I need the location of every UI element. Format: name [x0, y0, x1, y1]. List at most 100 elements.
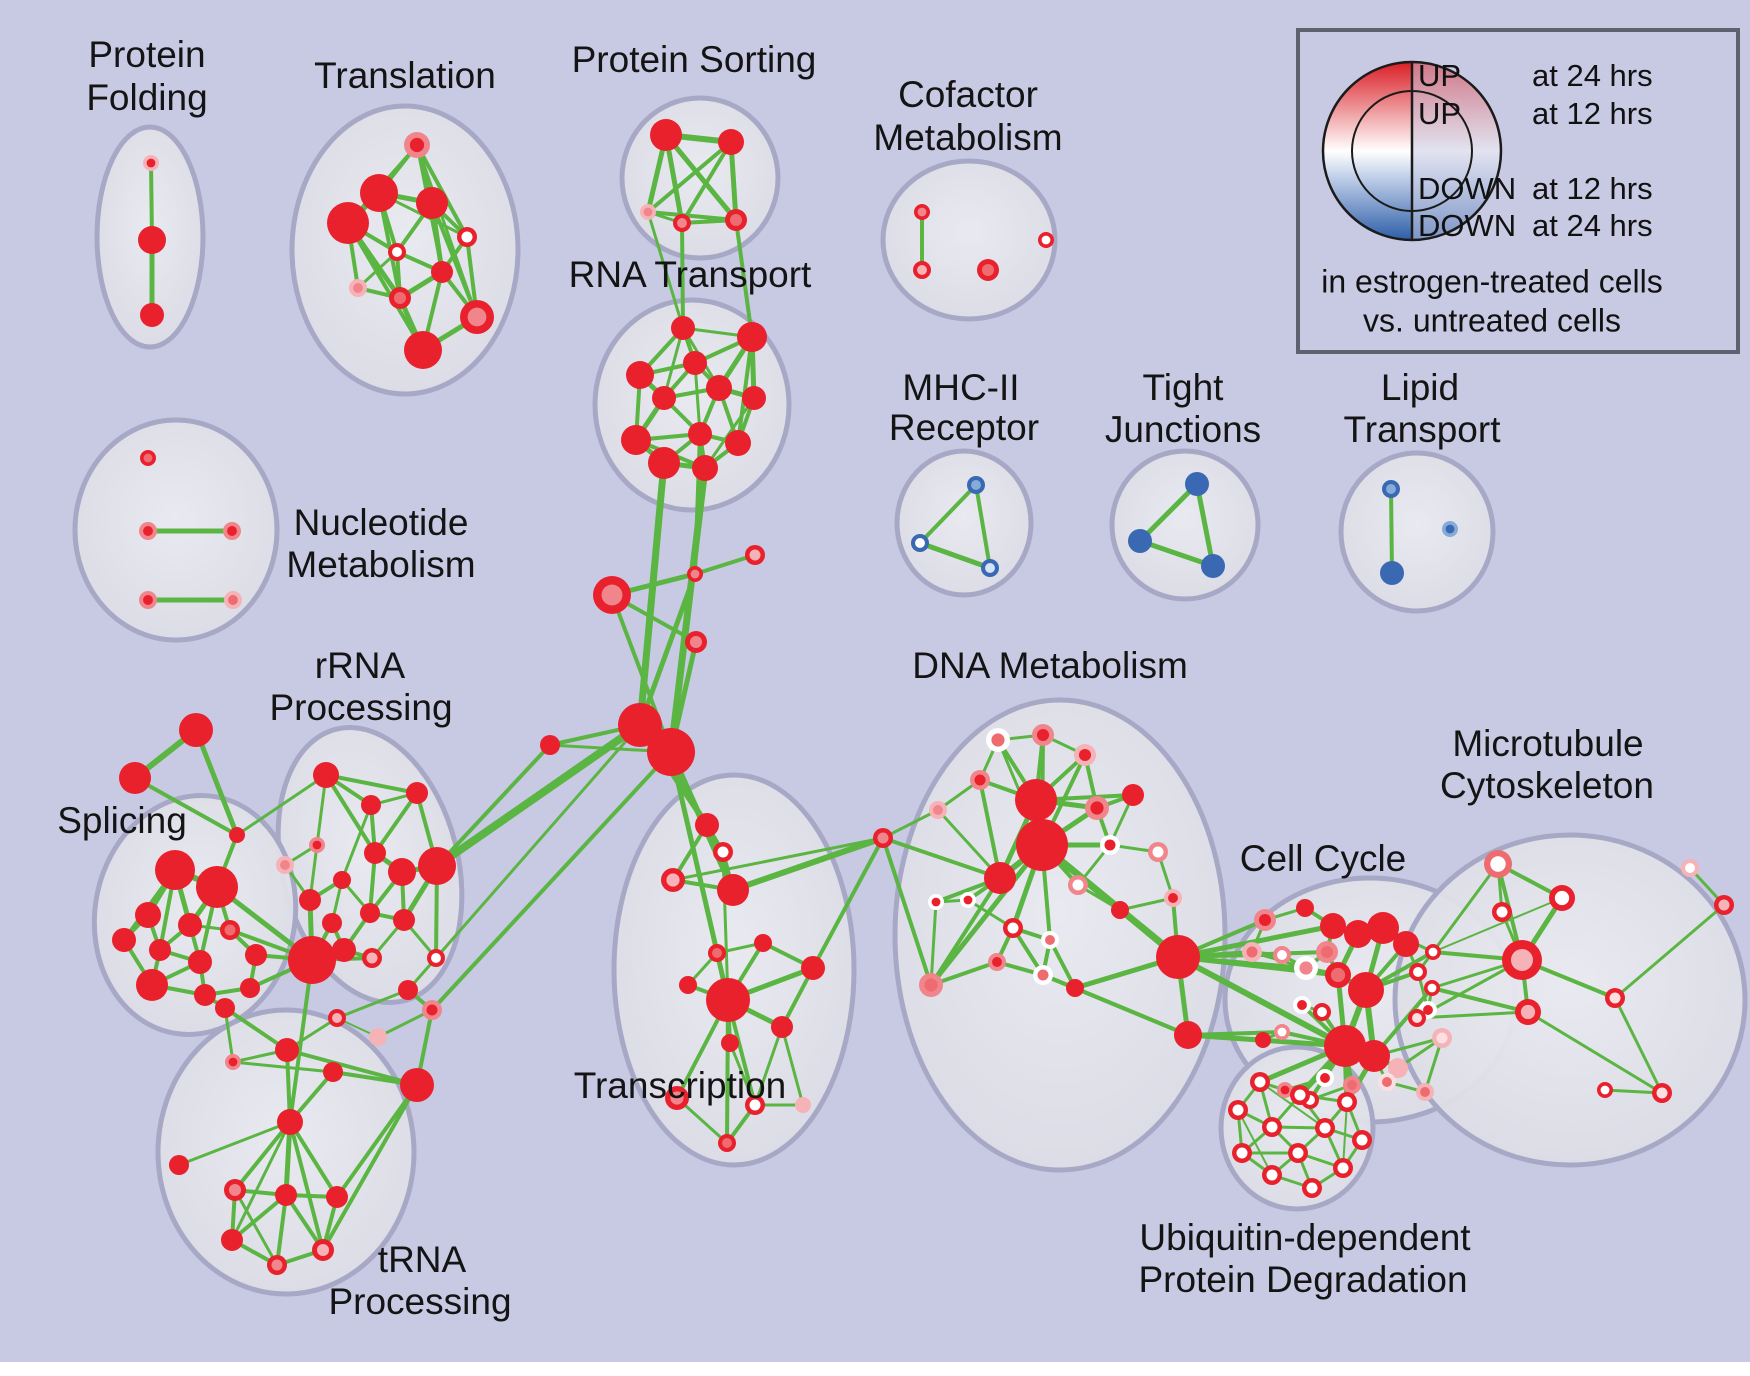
network-edge — [703, 396, 756, 470]
node-core-12hr — [279, 1188, 293, 1202]
node-core-12hr — [1609, 992, 1621, 1004]
node-core-12hr — [1090, 801, 1104, 815]
network-edge — [680, 140, 733, 225]
network-node-rr0 — [313, 762, 339, 788]
network-node-cc9 — [1393, 931, 1419, 957]
network-node-r2 — [626, 361, 654, 389]
node-core-12hr — [1685, 863, 1695, 873]
node-core-12hr — [924, 978, 938, 992]
node-core-12hr — [225, 1233, 239, 1247]
node-core-12hr — [717, 846, 729, 858]
node-core-12hr — [655, 454, 673, 472]
network-nodes-layer — [112, 119, 1734, 1275]
network-node-b7 — [400, 1068, 434, 1102]
network-node-nm4 — [224, 591, 242, 609]
network-node-ub3 — [1228, 1100, 1248, 1120]
node-core-12hr — [1600, 1085, 1610, 1095]
network-node-mh2 — [981, 559, 999, 577]
network-edge — [177, 1120, 292, 1167]
node-core-12hr — [336, 211, 360, 235]
network-edge — [881, 836, 1002, 880]
node-core-12hr — [364, 907, 376, 919]
node-core-12hr — [1333, 1034, 1357, 1058]
node-core-12hr — [332, 1013, 342, 1023]
node-core-12hr — [1320, 1073, 1330, 1083]
network-node-d16 — [1041, 931, 1059, 949]
network-edge — [376, 1008, 434, 1039]
node-core-12hr — [1317, 1007, 1327, 1017]
network-node-t10 — [404, 331, 442, 369]
legend-box — [1296, 28, 1740, 354]
network-node-ub2 — [1337, 1092, 1357, 1112]
cluster-label: Transport — [1344, 409, 1502, 450]
network-node-mt9 — [1652, 1083, 1672, 1103]
network-node-sp8 — [245, 944, 267, 966]
node-core-12hr — [689, 635, 703, 649]
network-node-lt0 — [1382, 480, 1400, 498]
cluster-label: Ubiquitin-dependent — [1139, 1217, 1471, 1258]
node-core-12hr — [1347, 1080, 1357, 1090]
network-node-cc27 — [1424, 980, 1440, 996]
cluster-label: Processing — [269, 687, 452, 728]
network-node-tx14 — [718, 1134, 736, 1152]
node-core-12hr — [991, 869, 1009, 887]
network-node-tx10 — [721, 1034, 739, 1052]
legend: UP at 24 hrs UP at 12 hrs DOWN at 12 hrs DOWN a… — [1296, 28, 1740, 354]
legend-direction-0: UP — [1418, 58, 1461, 93]
network-node-cc11 — [1348, 972, 1384, 1008]
network-edge — [133, 776, 239, 837]
node-core-12hr — [183, 918, 197, 932]
network-node-t9 — [460, 300, 494, 334]
network-node-cc17 — [1358, 1040, 1390, 1072]
network-node-t6 — [431, 261, 453, 283]
network-node-lt2 — [1442, 521, 1458, 537]
network-edge — [288, 1120, 325, 1252]
network-node-ub0 — [1250, 1072, 1270, 1092]
network-node-rr13 — [332, 938, 356, 962]
node-core-12hr — [1306, 1182, 1318, 1194]
node-core-12hr — [1398, 936, 1414, 952]
node-core-12hr — [1386, 484, 1396, 494]
network-node-tn4 — [326, 1186, 348, 1208]
node-core-12hr — [337, 943, 351, 957]
network-node-rr3 — [309, 837, 325, 853]
network-node-ps2 — [640, 204, 656, 220]
network-edge — [671, 836, 885, 882]
cluster-label: Metabolism — [873, 117, 1062, 158]
node-core-12hr — [1045, 935, 1055, 945]
network-node-sp5 — [149, 939, 171, 961]
node-core-12hr — [917, 265, 927, 275]
node-core-12hr — [1280, 1085, 1290, 1095]
cluster-label: rRNA — [315, 645, 406, 686]
cluster-ellipse-cofactor-metabolism — [880, 158, 1058, 322]
network-node-r4 — [652, 386, 676, 410]
network-edge — [346, 221, 425, 352]
node-core-12hr — [1180, 1027, 1196, 1043]
network-edge — [1073, 986, 1190, 1037]
network-node-sp9 — [136, 969, 168, 1001]
legend-direction-1: UP — [1418, 96, 1461, 131]
node-core-12hr — [1382, 1077, 1392, 1087]
node-core-12hr — [368, 846, 382, 860]
network-node-b2 — [275, 1038, 299, 1062]
network-node-lt1 — [1380, 561, 1404, 585]
cluster-label: MHC-II — [902, 367, 1019, 408]
node-core-12hr — [1072, 879, 1084, 891]
node-core-12hr — [435, 265, 449, 279]
network-node-tx9 — [771, 1016, 793, 1038]
network-node-nm1 — [139, 522, 157, 540]
node-core-12hr — [365, 799, 377, 811]
network-node-h3 — [685, 631, 707, 653]
node-core-12hr — [724, 881, 742, 899]
cluster-label: Transcription — [574, 1065, 786, 1106]
node-core-12hr — [657, 126, 675, 144]
node-core-12hr — [1718, 899, 1730, 911]
network-node-tj2 — [1201, 554, 1225, 578]
node-core-12hr — [1554, 890, 1570, 906]
network-edge — [1175, 954, 1348, 1049]
network-node-d6 — [1085, 796, 1109, 820]
network-node-ps3 — [673, 214, 691, 232]
network-node-sp11 — [240, 978, 260, 998]
